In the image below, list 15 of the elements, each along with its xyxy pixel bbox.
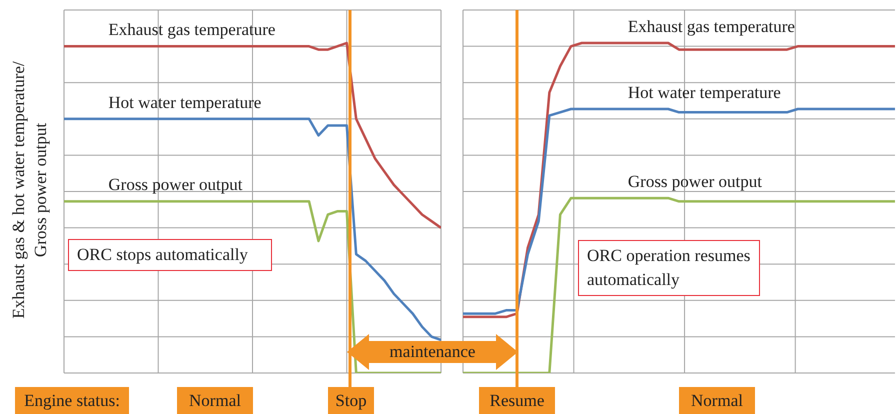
series-label: Gross power output [108,175,242,196]
text: Engine status: [15,387,129,414]
text: Normal [679,387,755,414]
annotation: maintenance [388,342,478,361]
annotation: ORC operation resumes automatically [578,240,760,296]
series-label: Hot water temperature [628,83,781,103]
text: Normal [177,387,253,414]
series-label: Exhaust gas temperature [108,20,276,40]
series-label: Gross power output [628,172,762,192]
annotation: ORC stops automatically [68,239,272,271]
series-label: Exhaust gas temperature [628,17,795,37]
text: Stop [328,387,374,414]
text: Resume [479,387,555,414]
series-label: Hot water temperature [108,92,262,113]
y-axis-title: Exhaust gas & hot water temperature/Gross power output [8,60,51,321]
